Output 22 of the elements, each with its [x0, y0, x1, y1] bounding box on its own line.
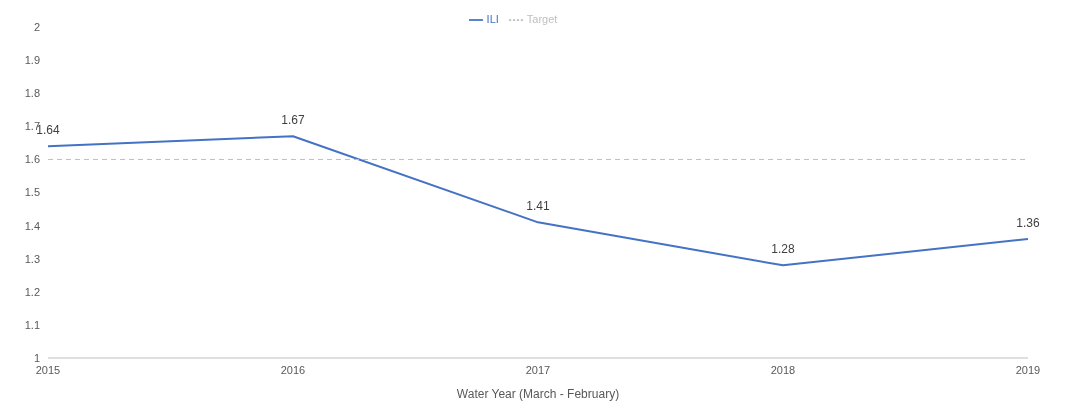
x-tick-label: 2015 [35, 363, 61, 376]
x-axis-title: Water Year (March - February) [456, 387, 620, 401]
y-tick-label: 1.8 [24, 87, 40, 100]
y-tick-label: 1.2 [24, 285, 40, 298]
data-label: 1.28 [771, 242, 795, 257]
y-tick-label: 1.9 [24, 54, 40, 67]
x-tick-label: 2016 [280, 363, 306, 376]
y-tick-label: 1.5 [24, 186, 40, 199]
x-tick-label: 2017 [525, 363, 551, 376]
data-label: 1.41 [526, 199, 550, 214]
y-tick-label: 1.1 [24, 318, 40, 331]
legend-label: Target [526, 13, 558, 25]
data-label: 1.36 [1016, 215, 1040, 230]
x-tick-label: 2018 [770, 363, 796, 376]
legend-label: ILI [486, 13, 499, 25]
y-tick-label: 1.4 [24, 219, 40, 232]
y-tick-label: 2 [33, 21, 40, 33]
y-tick-label: 1.3 [24, 252, 40, 265]
y-tick-label: 1 [33, 351, 40, 364]
y-tick-label: 1.6 [24, 153, 40, 166]
x-tick-label: 2019 [1015, 363, 1041, 376]
data-label: 1.67 [281, 113, 305, 128]
